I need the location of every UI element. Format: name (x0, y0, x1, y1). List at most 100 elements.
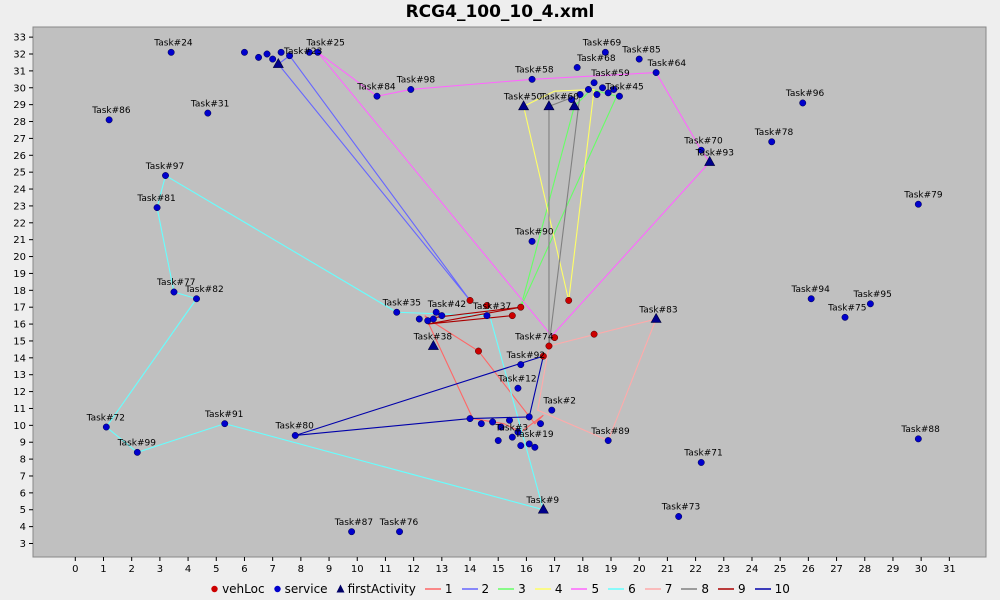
service-point (528, 75, 536, 83)
point-label: Task#9 (525, 496, 559, 506)
legend-swatch (211, 585, 218, 593)
service-point (914, 435, 922, 443)
y-tick-label: 23 (13, 201, 26, 212)
y-tick-label: 16 (13, 320, 26, 331)
legend-swatch (571, 588, 588, 590)
vehloc-point (565, 296, 573, 304)
y-tick-label: 27 (13, 134, 26, 145)
x-tick-label: 0 (72, 564, 78, 575)
y-tick-label: 10 (13, 421, 26, 432)
y-tick-label: 5 (20, 505, 26, 516)
vehloc-point (475, 347, 482, 355)
legend-item: vehLoc (210, 582, 265, 596)
legend-swatch (681, 588, 698, 590)
service-point (604, 437, 612, 444)
legend-swatch (644, 588, 661, 590)
x-tick-label: 25 (774, 564, 787, 575)
service-point (314, 48, 322, 56)
point-label: Task#88 (900, 425, 940, 435)
first-activity-marker (272, 58, 284, 68)
legend-label: vehLoc (222, 582, 265, 596)
vehloc-point (539, 352, 547, 360)
legend-item: 5 (570, 582, 599, 596)
y-tick-label: 32 (13, 50, 26, 61)
point-label: Task#38 (413, 332, 453, 342)
service-point (153, 204, 161, 212)
service-point (305, 48, 313, 56)
first-activity-marker (704, 155, 716, 166)
point-label: Task#31 (190, 99, 229, 109)
first-activity-marker (568, 100, 580, 111)
y-tick-label: 11 (13, 404, 26, 415)
service-point (610, 86, 618, 93)
legend-label: 5 (591, 582, 600, 596)
y-tick-label: 9 (20, 438, 26, 449)
service-point (438, 312, 446, 320)
service-point (291, 432, 299, 439)
service-point (494, 437, 502, 444)
legend-item: 2 (461, 582, 490, 596)
legend-swatch (718, 588, 735, 590)
service-point (241, 48, 248, 56)
legend-swatch (424, 588, 441, 590)
service-point (348, 528, 356, 536)
first-activity-marker (543, 100, 555, 111)
y-tick-label: 18 (13, 286, 26, 297)
service-point (407, 86, 415, 93)
legend-item: service (273, 582, 328, 596)
service-point (263, 50, 271, 58)
legend-label: 3 (518, 582, 526, 596)
x-tick-label: 19 (605, 564, 618, 575)
point-label: Task#83 (638, 305, 677, 315)
y-tick-label: 14 (13, 353, 26, 364)
point-label: Task#99 (117, 439, 157, 449)
legend-label: 1 (444, 582, 453, 596)
point-label: Task#24 (153, 39, 193, 49)
point-label: Task#23 (283, 47, 322, 57)
service-point (601, 48, 609, 56)
x-tick-label: 1 (100, 564, 106, 575)
point-label: Task#93 (695, 148, 734, 158)
x-tick-label: 3 (157, 564, 163, 575)
legend-item: 10 (754, 582, 790, 596)
service-point (277, 48, 285, 56)
first-activity-marker (650, 312, 662, 323)
service-point (675, 513, 683, 520)
legend-swatch (608, 588, 625, 590)
point-labels: Task#24 Task#86 Task#31 Task#97 Task#81 Task#… (86, 39, 943, 528)
x-tick-label: 22 (689, 564, 702, 575)
legend-swatch (461, 588, 478, 590)
x-tick-label: 8 (298, 564, 304, 575)
point-label: Task#90 (514, 228, 554, 238)
service-point (590, 79, 598, 87)
service-point (514, 384, 522, 392)
point-label: Task#91 (204, 410, 243, 420)
legend-label: service (284, 582, 328, 596)
point-label: Task#94 (790, 285, 830, 295)
legend-label: 8 (701, 582, 710, 596)
legend-label: 2 (481, 582, 490, 596)
x-tick-label: 14 (464, 564, 477, 575)
x-tick-label: 9 (326, 564, 332, 575)
x-tick-label: 10 (351, 564, 364, 575)
point-label: Task#3 (494, 423, 528, 433)
legend-swatch (498, 588, 515, 590)
service-point (697, 146, 705, 154)
point-label: Task#71 (683, 449, 722, 459)
legend-swatch (754, 588, 771, 590)
legend-item: 3 (497, 582, 526, 596)
service-point (432, 308, 440, 316)
chart-points (102, 48, 922, 536)
point-label: Task#97 (145, 162, 184, 172)
point-label: Task#89 (590, 427, 630, 437)
service-point (489, 418, 497, 426)
x-tick-label: 28 (858, 564, 871, 575)
service-point (841, 313, 849, 321)
x-tick-label: 20 (633, 564, 646, 575)
point-label: Task#85 (621, 45, 660, 55)
legend-item: 8 (680, 582, 709, 596)
legend-swatch (273, 585, 281, 593)
service-point (525, 440, 533, 448)
x-tick-label: 23 (717, 564, 730, 575)
